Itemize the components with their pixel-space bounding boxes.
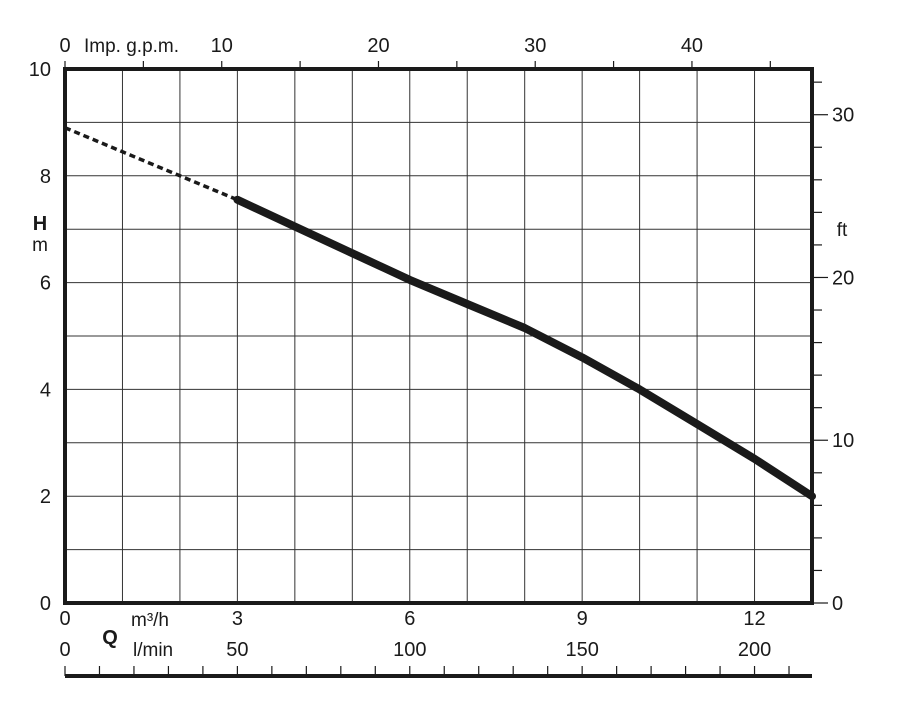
gpm-tick-label: 40: [681, 35, 703, 57]
y-tick-label: 4: [40, 379, 51, 401]
ft-tick-label: 10: [832, 430, 854, 452]
ft-tick-label: 20: [832, 267, 854, 289]
lmin-tick-label: 200: [738, 639, 771, 661]
y-tick-label: 0: [40, 593, 51, 615]
gpm-axis-label: Imp. g.p.m.: [84, 36, 179, 57]
curves: [64, 126, 816, 501]
gpm-tick-label: 0: [59, 35, 70, 57]
y-tick-label: 10: [29, 59, 51, 81]
lmin-tick-label: 150: [565, 639, 598, 661]
y-tick-label: 8: [40, 166, 51, 188]
m3h-unit-label: m³/h: [131, 610, 169, 631]
ft-axis-unit: ft: [837, 220, 848, 241]
y-tick-label: 6: [40, 273, 51, 295]
q-axis-label: Q: [102, 627, 118, 649]
lmin-tick-label: 0: [59, 639, 70, 661]
plot-frame: [63, 67, 814, 605]
m3h-tick-label: 9: [577, 608, 588, 630]
lmin-tick-label: 100: [393, 639, 426, 661]
m3h-tick-label: 6: [404, 608, 415, 630]
m3h-tick-label: 0: [59, 608, 70, 630]
lmin-tick-label: 50: [226, 639, 248, 661]
minor-ticks: [64, 61, 828, 678]
y-axis-label: H: [33, 213, 47, 235]
grid: [65, 69, 812, 603]
m3h-tick-label: 3: [232, 608, 243, 630]
gpm-tick-label: 30: [524, 35, 546, 57]
y-tick-label: 2: [40, 486, 51, 508]
curve-performance: [233, 195, 816, 501]
m3h-tick-label: 12: [743, 608, 765, 630]
gpm-tick-label: 20: [367, 35, 389, 57]
lmin-unit-label: l/min: [133, 640, 173, 661]
curve-dotted-extrapolation: [64, 126, 239, 202]
ft-tick-label: 0: [832, 593, 843, 615]
gpm-tick-label: 10: [211, 35, 233, 57]
ft-tick-label: 30: [832, 105, 854, 127]
y-axis-unit: m: [32, 235, 48, 256]
